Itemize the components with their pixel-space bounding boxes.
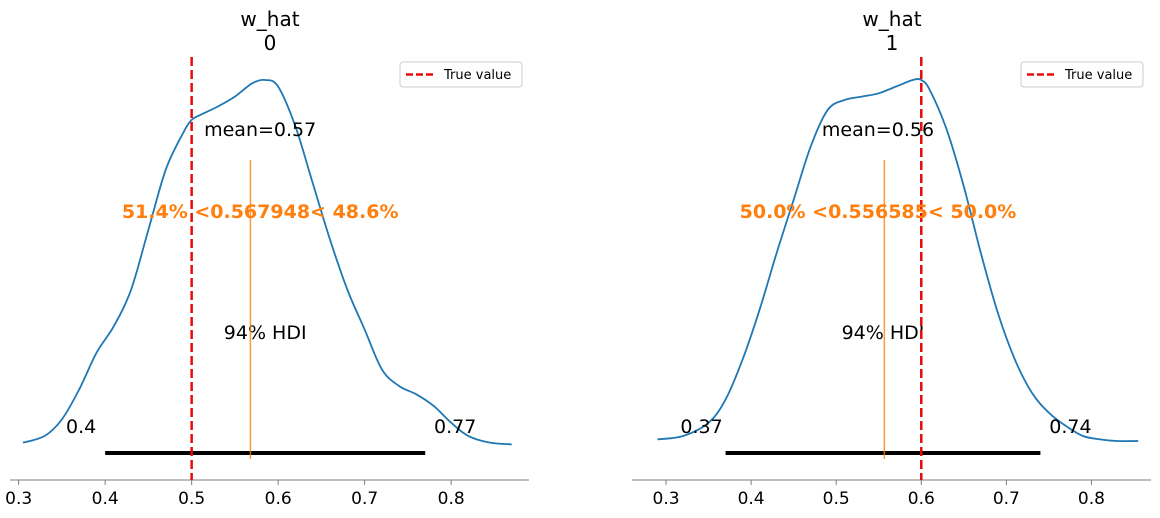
x-tick-label: 0.6	[265, 489, 292, 509]
x-tick-label: 0.7	[993, 489, 1020, 509]
x-tick-label: 0.4	[92, 489, 119, 509]
x-tick-label: 0.7	[351, 489, 378, 509]
hdi-label: 94% HDI	[224, 322, 307, 344]
reference-percent-label: 51.4% <0.567948< 48.6%	[122, 201, 399, 223]
x-tick-label: 0.8	[438, 489, 465, 509]
mean-label: mean=0.57	[204, 119, 316, 141]
x-tick-label: 0.3	[653, 489, 680, 509]
x-tick-label: 0.5	[823, 489, 850, 509]
panel-title: w_hat 0	[240, 7, 299, 55]
hdi-label: 94% HDI	[842, 322, 925, 344]
x-tick-label: 0.4	[738, 489, 765, 509]
posterior-density-curve	[657, 78, 1139, 443]
reference-percent-label: 50.0% <0.556585< 50.0%	[740, 201, 1017, 223]
x-tick-label: 0.5	[178, 489, 205, 509]
posterior-density-curve	[22, 78, 512, 446]
hdi-low-label: 0.4	[66, 416, 96, 438]
legend-box	[1020, 61, 1144, 88]
legend-box	[399, 61, 523, 88]
hdi-low-label: 0.37	[680, 416, 722, 438]
legend: True value	[1020, 61, 1144, 88]
legend-label: True value	[1064, 68, 1132, 83]
hdi-high-label: 0.77	[434, 416, 476, 438]
x-tick-label: 0.8	[1078, 489, 1105, 509]
x-tick-label: 0.3	[5, 489, 32, 509]
posterior-panel-w-hat-0: w_hat 0 0.3 0.4 0.5 0.6 0.7 0.8 0.4 0.77 94% HDI me…	[5, 7, 529, 509]
hdi-high-label: 0.74	[1049, 416, 1091, 438]
posterior-panel-w-hat-1: w_hat 1 0.3 0.4 0.5 0.6 0.7 0.8 0.37 0.74 94% HDI m…	[632, 7, 1151, 509]
legend: True value	[399, 61, 523, 88]
legend-label: True value	[443, 68, 511, 83]
panel-title: w_hat 1	[862, 7, 921, 55]
x-tick-label: 0.6	[908, 489, 935, 509]
mean-label: mean=0.56	[822, 119, 934, 141]
